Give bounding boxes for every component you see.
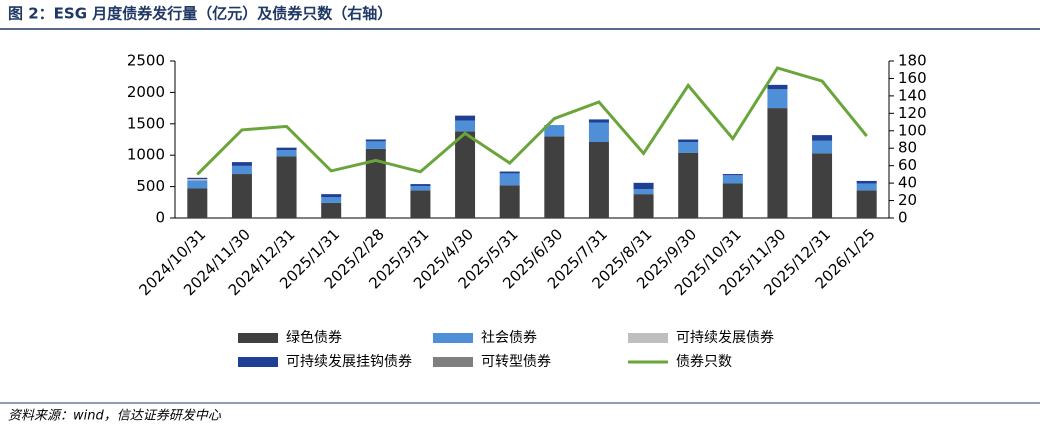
y2-tick-label: 140 [898,86,927,104]
bar [455,131,476,218]
bar [588,119,609,123]
y-tick-label: 2000 [127,83,165,101]
bar [633,189,654,195]
bar [499,173,520,186]
legend-label: 可持续发展挂钩债券 [286,353,412,370]
bar [321,202,342,218]
bar [187,180,208,189]
bar [276,147,297,151]
chart-title: 图 2：ESG 月度债券发行量（亿元）及债券只数（右轴） [8,5,392,23]
legend-label: 绿色债券 [286,329,342,346]
bar [812,153,833,218]
bar [767,84,788,90]
bar [276,156,297,218]
bar [365,148,386,218]
bar [767,89,788,109]
bar [678,152,699,218]
bar [856,190,877,218]
bar [410,184,431,186]
bar [722,174,743,176]
bar [410,185,431,191]
bar [812,135,833,141]
bar [544,125,565,137]
legend-swatch [238,333,278,343]
bar [544,136,565,218]
bar [678,142,699,153]
bar [588,142,609,218]
legend-swatch [433,333,473,343]
bar [499,185,520,218]
bar [455,115,476,121]
legend-label: 可转型债券 [481,354,551,370]
bar [231,165,252,175]
bar [499,171,520,174]
y-tick-label: 1500 [127,114,165,132]
bar [588,122,609,143]
legend-swatch [433,357,473,367]
bar [722,175,743,184]
bar [187,179,208,181]
y2-tick-label: 60 [898,156,917,174]
y2-tick-label: 160 [898,69,927,87]
y2-tick-label: 180 [898,52,927,70]
bar [321,197,342,203]
legend-label: 可持续发展债券 [676,329,774,346]
y2-tick-label: 0 [898,209,908,227]
bar [722,183,743,218]
bar [678,139,699,143]
bar [633,182,654,190]
bar [231,174,252,218]
bar [767,108,788,218]
y-tick-label: 2500 [127,52,165,70]
legend-label: 债券只数 [676,354,732,370]
bar [187,177,208,180]
bar [365,139,386,142]
bar [187,188,208,218]
y2-tick-label: 40 [898,174,917,192]
y-tick-label: 1000 [127,146,165,164]
source: 资料来源：wind，信达证券研发中心 [8,409,222,424]
legend-swatch [238,357,278,367]
bar [410,190,431,218]
y2-tick-label: 120 [898,104,927,122]
legend-label: 社会债券 [481,330,537,346]
y-tick-label: 0 [155,209,165,227]
y2-tick-label: 20 [898,191,917,209]
bar [231,162,252,166]
legend-swatch [628,333,668,343]
y2-tick-label: 80 [898,139,917,157]
bar [856,180,877,184]
y2-tick-label: 100 [898,121,927,139]
bar [321,194,342,198]
y-tick-label: 500 [136,177,165,195]
bar [633,194,654,218]
bar [455,120,476,132]
bar [856,183,877,191]
line [196,66,868,176]
bar [365,141,386,149]
bar [276,150,297,157]
bar [812,140,833,154]
